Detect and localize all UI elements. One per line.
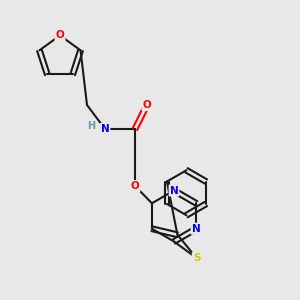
Text: H: H [87, 121, 96, 131]
Text: O: O [130, 181, 140, 191]
Text: O: O [142, 100, 152, 110]
Text: S: S [193, 253, 200, 263]
Text: O: O [56, 30, 64, 40]
Text: N: N [100, 124, 109, 134]
Text: N: N [169, 185, 178, 196]
Text: N: N [192, 224, 200, 234]
